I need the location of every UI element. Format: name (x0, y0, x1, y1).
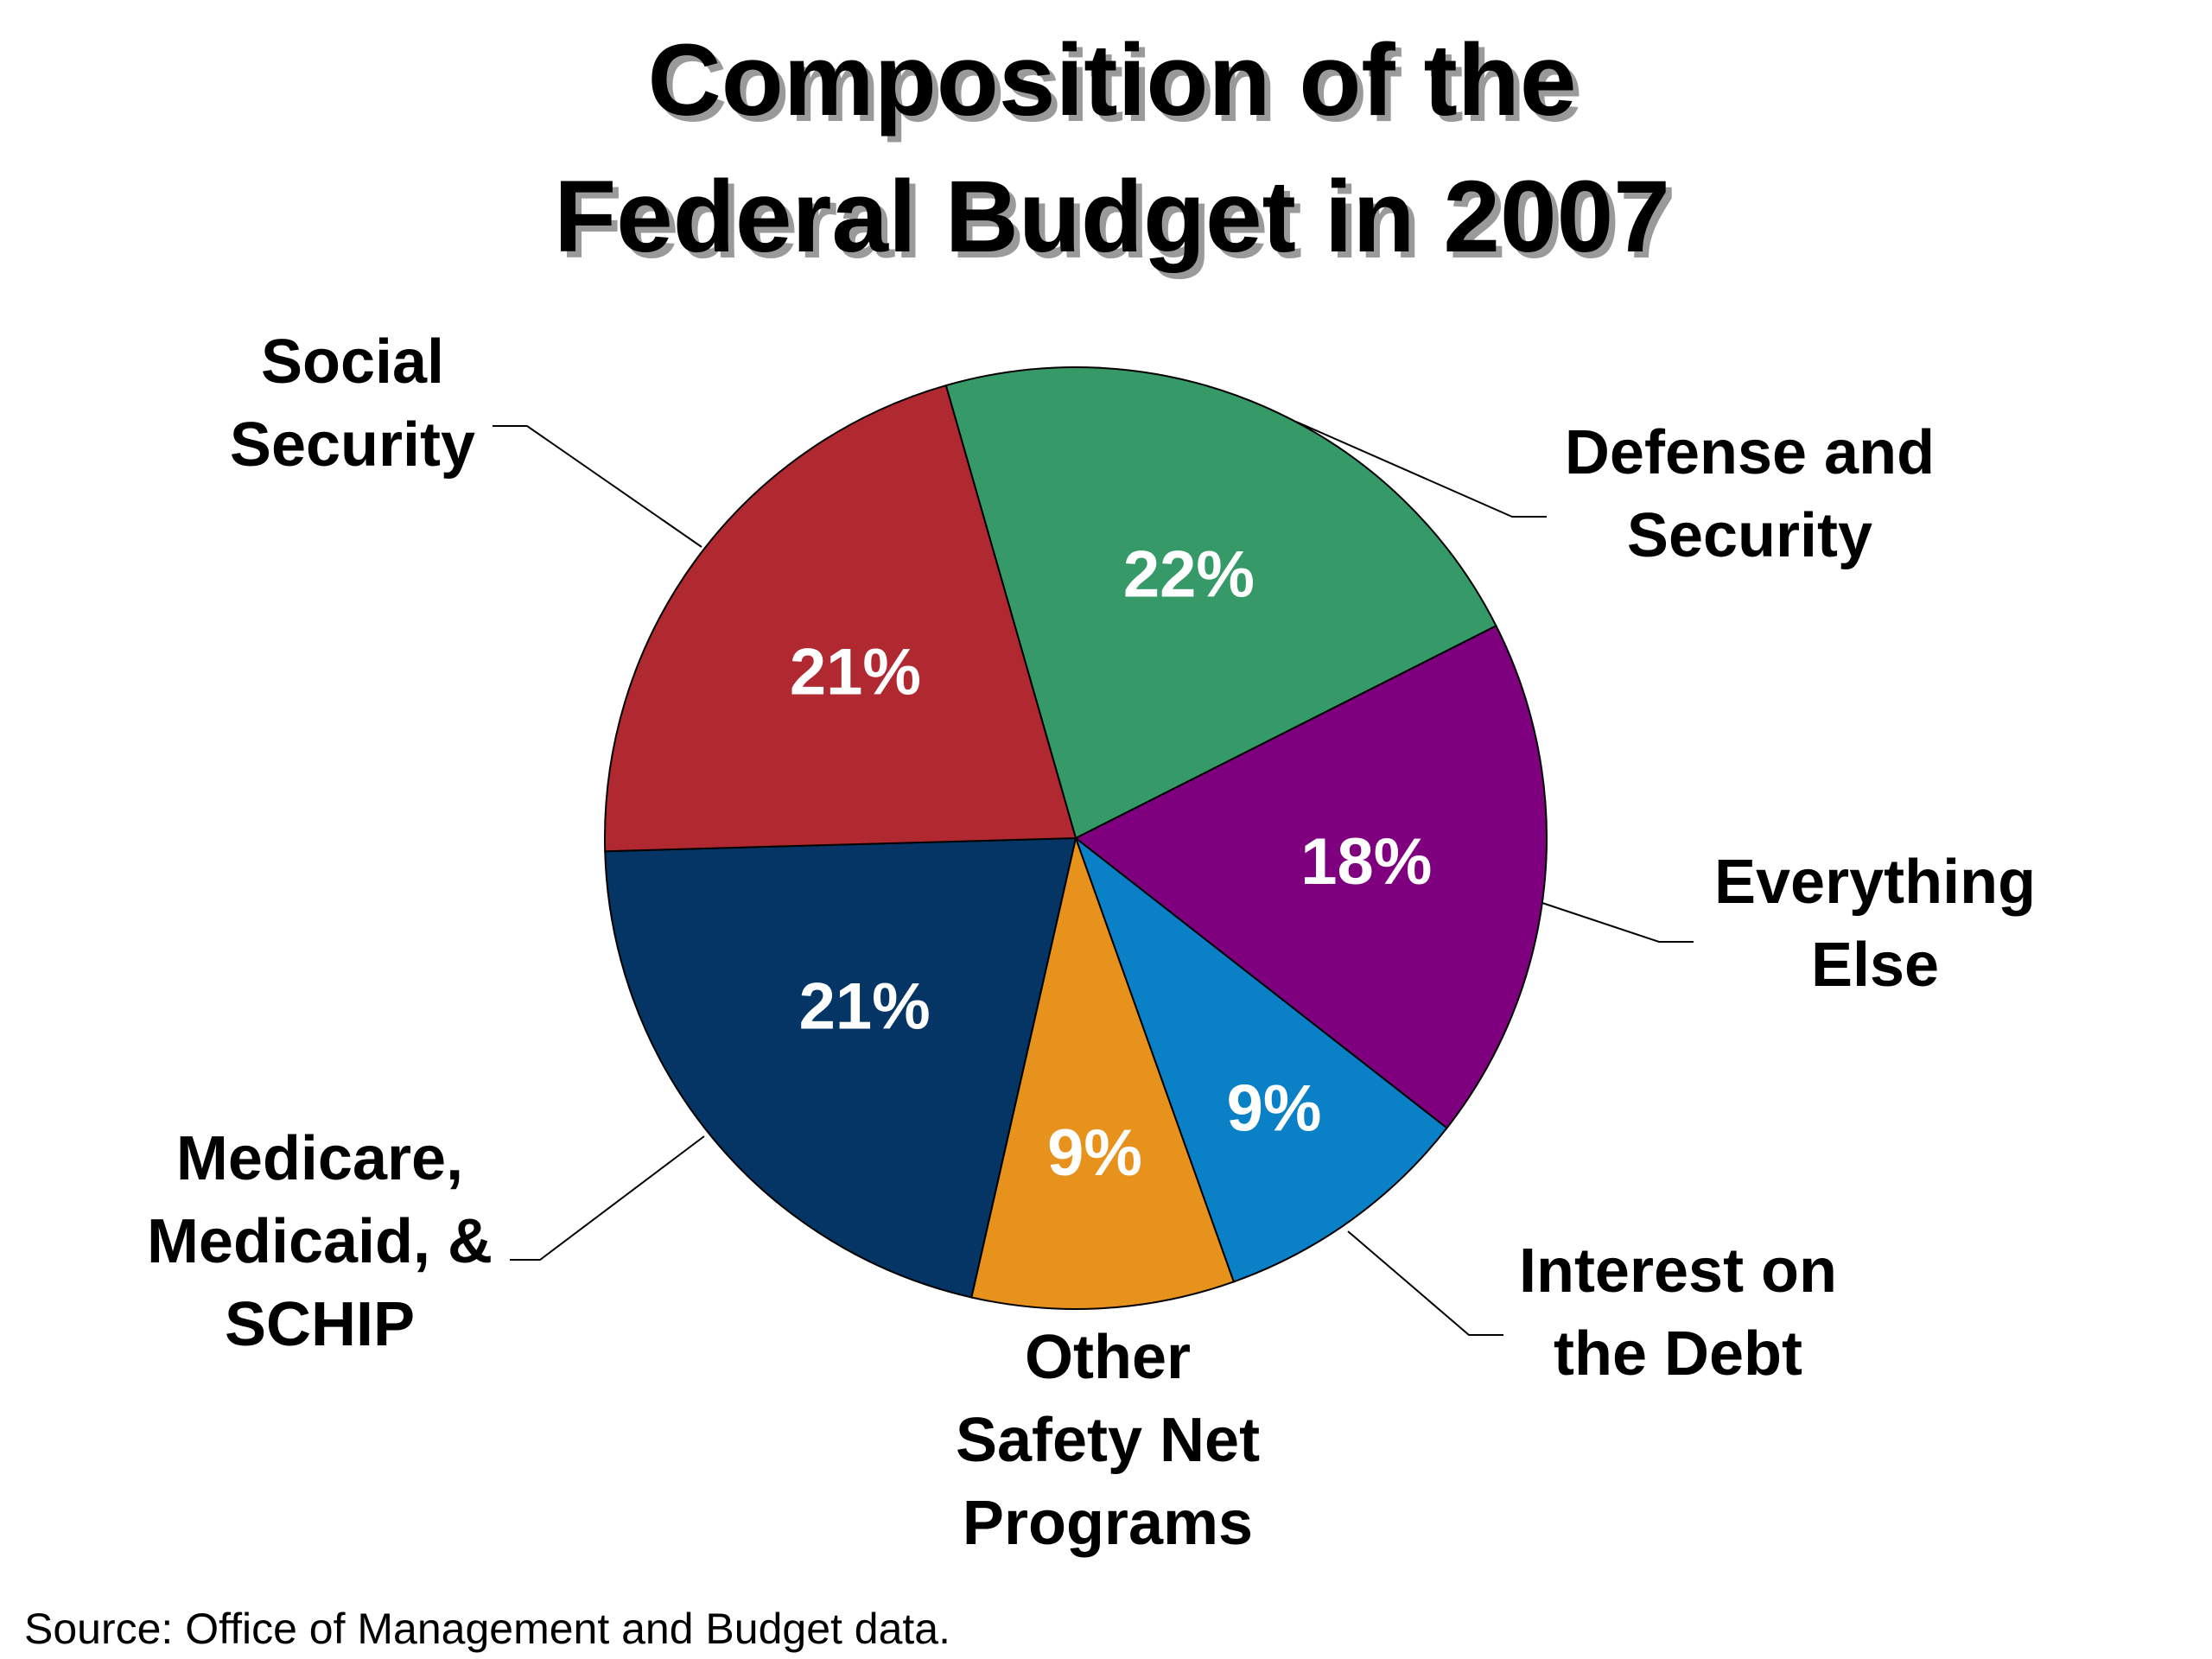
category-label: Social Security (230, 327, 475, 480)
chart-title-line-2: Federal Budget in 2007 (554, 160, 1670, 274)
category-label-line: Programs (963, 1489, 1253, 1558)
slice-percent-label: 22% (1123, 537, 1255, 611)
slice-percent-label: 9% (1047, 1116, 1142, 1190)
source-note: Source: Office of Management and Budget … (24, 1605, 950, 1653)
pie-slice-social-security (604, 384, 1077, 853)
pie-slice-defense-and-security (944, 365, 1497, 840)
category-label-line: Security (1627, 501, 1872, 570)
slice-percent-label: 21% (799, 970, 931, 1044)
slice-percent-label: 18% (1300, 825, 1432, 899)
category-label-line: Defense and (1565, 418, 1935, 487)
category-label-line: Medicaid, & (147, 1207, 493, 1276)
pie-slices (604, 365, 1548, 1310)
category-label-line: the Debt (1554, 1319, 1802, 1389)
leader-line (493, 425, 702, 548)
slice-percent-label: 9% (1227, 1071, 1322, 1145)
category-label-line: Other (1025, 1323, 1191, 1392)
chart-title: Composition of the Federal Budget in 200… (554, 23, 1676, 280)
pie-slice-other-safety-net-programs (970, 835, 1236, 1310)
chart-title-shadow-line-2: Federal Budget in 2007 (560, 166, 1676, 280)
leader-line (1295, 421, 1547, 518)
category-label: Other Safety Net Programs (956, 1323, 1260, 1558)
slice-percent-labels: 22% 18% 9% 9% 21% 21% (790, 537, 1433, 1190)
chart-title-shadow-line-1: Composition of the (654, 29, 1583, 143)
category-label-line: Interest on (1519, 1236, 1837, 1306)
leader-line (1347, 1230, 1503, 1336)
category-label: Medicare, Medicaid, & SCHIP (147, 1124, 493, 1359)
category-label: Defense and Security (1565, 418, 1935, 570)
slice-percent-label: 21% (790, 635, 921, 709)
category-label-line: SCHIP (225, 1290, 415, 1359)
chart-title-line-1: Composition of the (648, 23, 1577, 137)
pie-slice-medicare-medicaid-schip (604, 836, 1077, 1299)
leader-line (1541, 902, 1694, 943)
category-label: Interest on the Debt (1519, 1236, 1837, 1389)
category-label-line: Else (1811, 931, 1939, 1000)
pie-slice-everything-else (1074, 624, 1548, 1129)
category-label: Everything Else (1714, 848, 2036, 1000)
leader-lines (493, 421, 1694, 1336)
category-labels: Defense and Security Everything Else Interes… (147, 327, 2036, 1558)
category-label-line: Security (230, 410, 475, 480)
category-label-line: Medicare, (176, 1124, 463, 1193)
category-label-line: Social (261, 327, 444, 397)
category-label-line: Everything (1714, 848, 2036, 917)
pie-slice-interest-on-the-debt (1073, 836, 1448, 1283)
category-label-line: Safety Net (956, 1406, 1260, 1475)
leader-line (510, 1135, 705, 1261)
